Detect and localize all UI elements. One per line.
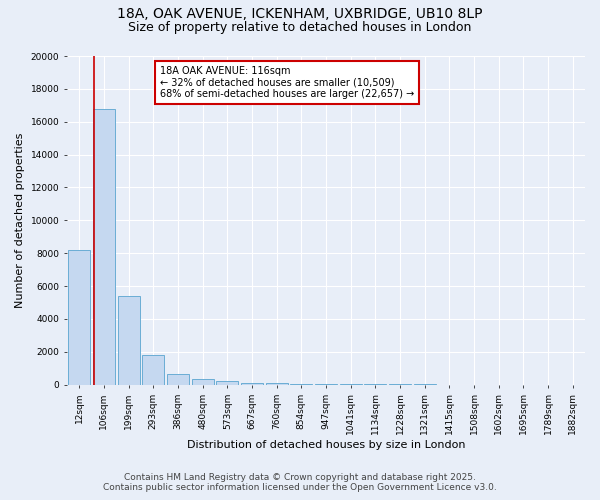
X-axis label: Distribution of detached houses by size in London: Distribution of detached houses by size … (187, 440, 465, 450)
Bar (167, 374, 189, 384)
Bar (93, 108, 115, 384)
Y-axis label: Number of detached properties: Number of detached properties (15, 132, 25, 308)
Text: Size of property relative to detached houses in London: Size of property relative to detached ho… (128, 21, 472, 34)
Bar (216, 380, 238, 384)
Text: Contains HM Land Registry data © Crown copyright and database right 2025.
Contai: Contains HM Land Registry data © Crown c… (103, 473, 497, 492)
Bar (68, 250, 91, 384)
Bar (142, 355, 164, 384)
Bar (118, 296, 140, 384)
Bar (191, 379, 214, 384)
Text: 18A, OAK AVENUE, ICKENHAM, UXBRIDGE, UB10 8LP: 18A, OAK AVENUE, ICKENHAM, UXBRIDGE, UB1… (117, 8, 483, 22)
Bar (241, 382, 263, 384)
Text: 18A OAK AVENUE: 116sqm
← 32% of detached houses are smaller (10,509)
68% of semi: 18A OAK AVENUE: 116sqm ← 32% of detached… (160, 66, 415, 99)
